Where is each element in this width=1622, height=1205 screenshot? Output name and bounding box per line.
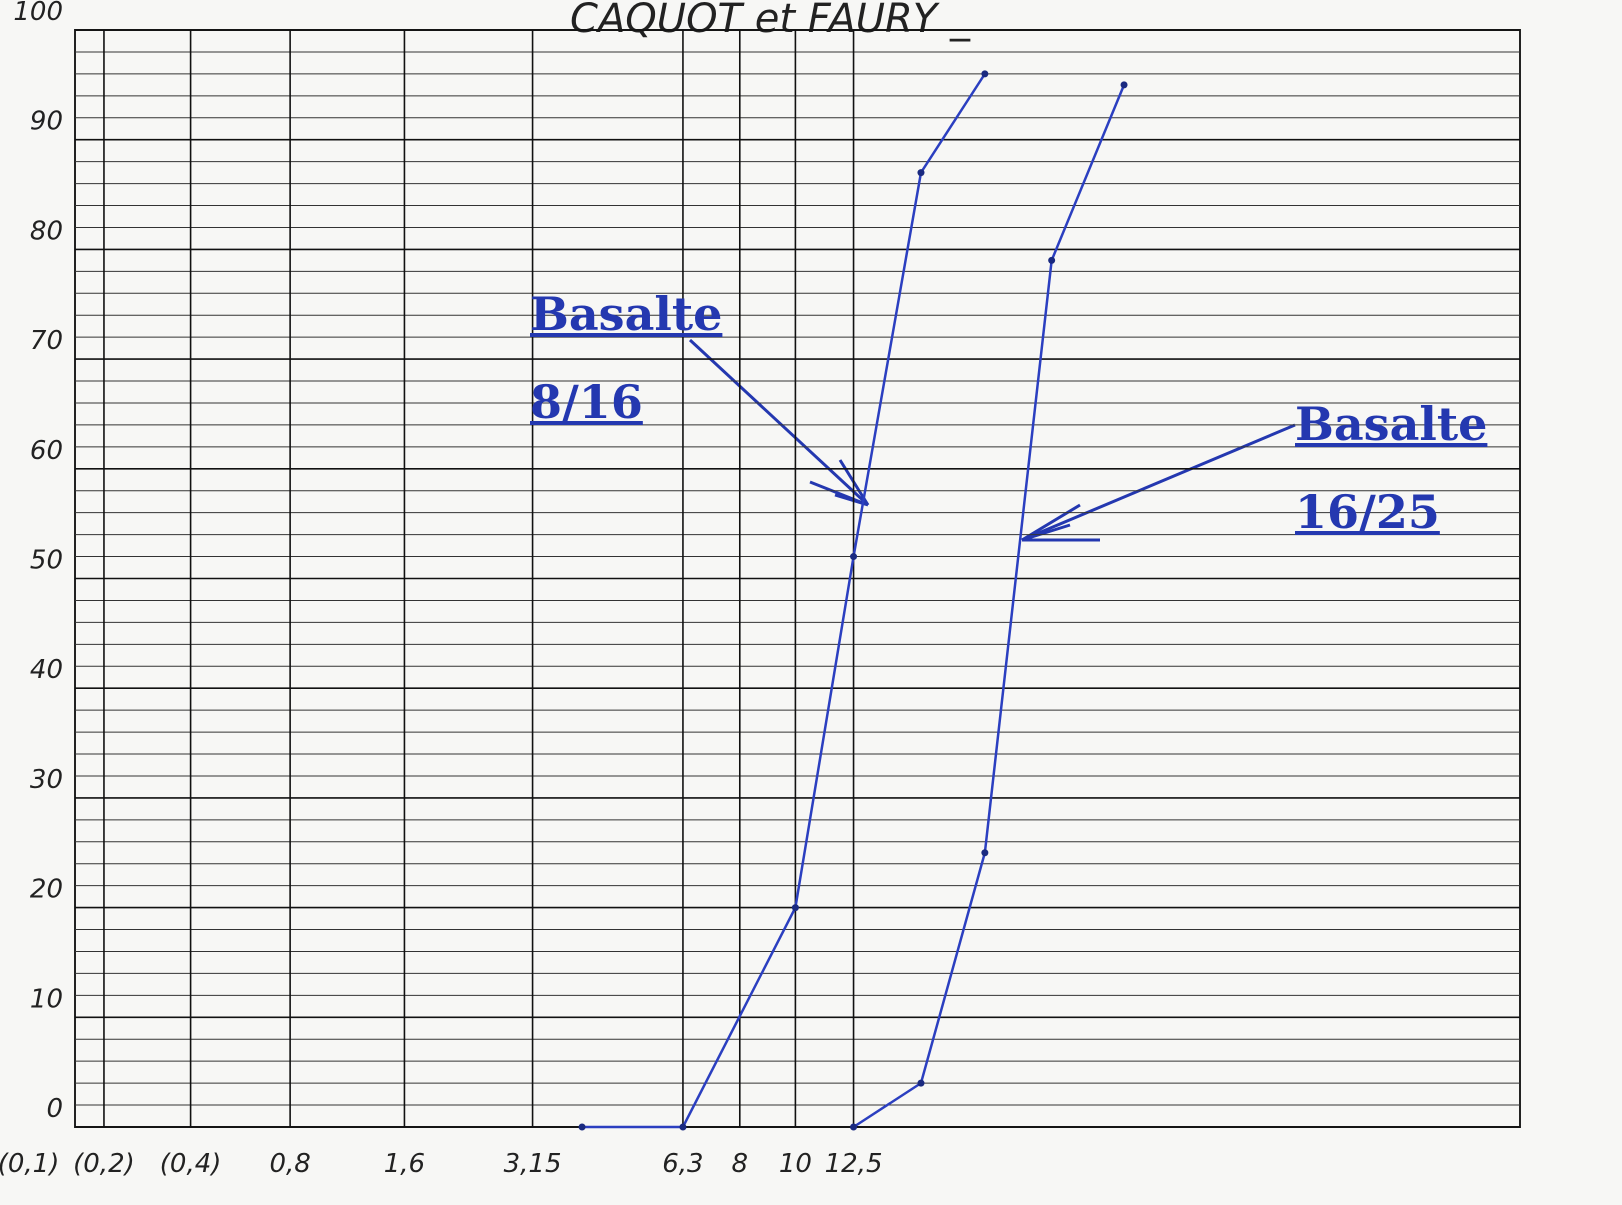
series-label: Basalte 8/16: [530, 270, 770, 446]
y-tick-label: 90: [30, 107, 63, 137]
y-tick-label: 60: [30, 436, 63, 466]
y-tick-label: 70: [30, 326, 63, 356]
y-tick-label: 100: [13, 0, 63, 27]
data-point: [850, 553, 857, 560]
y-tick-label: 10: [30, 984, 63, 1014]
chart: CAQUOT et FAURY _ 0102030405060708090100…: [0, 0, 1622, 1205]
data-point: [850, 1124, 857, 1131]
y-tick-label: 50: [30, 546, 63, 576]
data-point: [679, 1124, 686, 1131]
data-point: [917, 169, 924, 176]
data-point: [1048, 257, 1055, 264]
y-tick-label: 80: [30, 216, 63, 246]
series-label: Basalte 16/25: [1295, 380, 1535, 556]
arrow: [1022, 425, 1295, 540]
y-tick-label: 0: [46, 1094, 63, 1124]
x-tick-label: 12,5: [825, 1149, 883, 1179]
chart-title: CAQUOT et FAURY _: [570, 0, 971, 42]
x-tick-label: (0,1): [0, 1149, 59, 1179]
page: {"chart_data": {"type": "line", "title":…: [0, 0, 1622, 1205]
x-tick-label: 6,3: [662, 1149, 703, 1179]
series-line: [854, 85, 1124, 1127]
y-tick-label: 20: [30, 875, 63, 905]
data-point: [1121, 81, 1128, 88]
data-point: [981, 70, 988, 77]
data-point: [579, 1124, 586, 1131]
x-tick-label: 0,8: [269, 1149, 310, 1179]
x-tick-label: 3,15: [504, 1149, 562, 1179]
data-point: [981, 849, 988, 856]
x-tick-label: (0,4): [160, 1149, 222, 1179]
x-tick-label: 8: [732, 1149, 749, 1179]
data-point: [917, 1080, 924, 1087]
y-tick-label: 30: [30, 765, 63, 795]
data-point: [792, 904, 799, 911]
x-tick-label: (0,2): [73, 1149, 135, 1179]
x-tick-label: 10: [779, 1149, 812, 1179]
annotation-arrows: [690, 340, 1295, 540]
x-tick-label: 1,6: [384, 1149, 425, 1179]
y-tick-label: 40: [30, 655, 63, 685]
